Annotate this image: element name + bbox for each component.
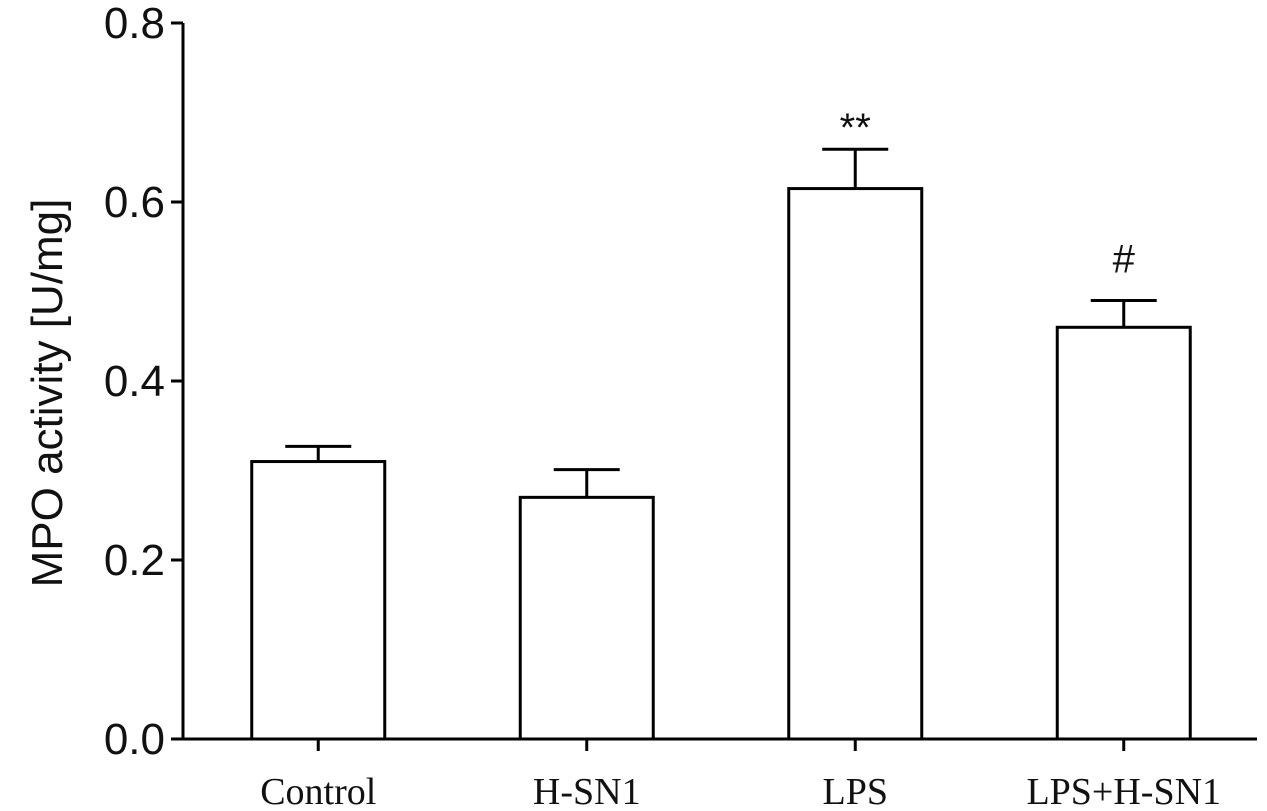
y-tick-label: 0.8 [104,0,165,48]
x-tick-label: Control [260,771,376,811]
x-tick-label: H-SN1 [533,771,641,811]
bar [1055,325,1192,741]
significance-label: # [1113,237,1136,281]
significance-label: ** [840,106,871,150]
y-tick-label: 0.6 [104,178,165,227]
error-bars [285,147,1157,498]
bar [518,495,655,741]
bars [250,187,1192,741]
y-axis-title: MPO activity [U/mg] [23,199,72,588]
y-tick-label: 0.0 [104,715,165,764]
x-tick-label: LPS [823,771,888,811]
x-tick-label: LPS+H-SN1 [1026,771,1221,811]
bar [787,187,924,741]
y-tick-label: 0.4 [104,357,165,406]
y-axis-ticks: 0.0 0.2 0.4 0.6 0.8 [104,0,183,764]
bar [250,460,387,741]
y-tick-label: 0.2 [104,536,165,585]
x-axis-ticks: Control H-SN1 LPS LPS+H-SN1 [260,739,1221,811]
significance-annotations: ** # [840,106,1136,281]
